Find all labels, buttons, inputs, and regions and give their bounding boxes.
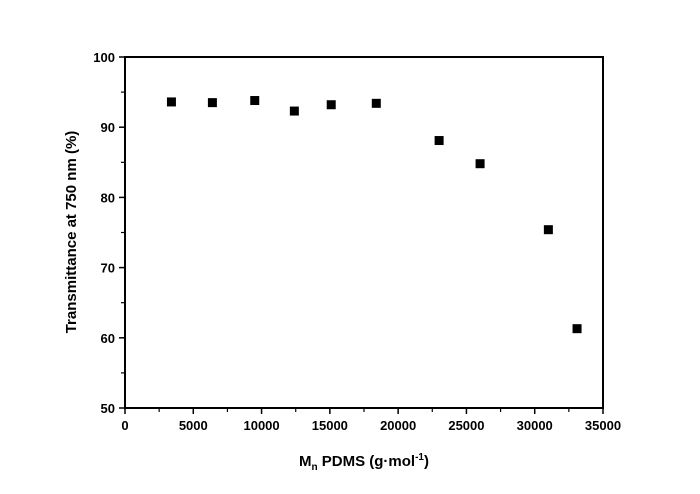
x-label-main: M [299, 453, 312, 470]
x-tick-label: 0 [121, 418, 128, 433]
data-point [434, 136, 444, 146]
x-tick-label: 15000 [312, 418, 348, 433]
x-label-end: ) [424, 453, 429, 470]
data-point [572, 324, 582, 334]
x-tick-label: 30000 [517, 418, 553, 433]
data-point [250, 96, 260, 106]
x-axis-label: Mn PDMS (g·mol-1) [299, 452, 429, 473]
y-tick-label: 70 [101, 261, 115, 276]
x-tick-label: 35000 [585, 418, 621, 433]
x-tick-label: 20000 [380, 418, 416, 433]
x-tick-label: 25000 [448, 418, 484, 433]
data-point [166, 97, 176, 107]
plot-frame [124, 56, 604, 409]
data-point [371, 98, 381, 108]
y-tick-label: 90 [101, 120, 115, 135]
y-tick-label: 80 [101, 190, 115, 205]
data-point [326, 100, 336, 110]
y-tick-label: 50 [101, 401, 115, 416]
x-label-sup: -1 [415, 452, 424, 463]
data-point [289, 106, 299, 116]
x-tick-label: 5000 [179, 418, 208, 433]
x-label-rest: PDMS (g·mol [318, 453, 416, 470]
x-tick-label: 10000 [243, 418, 279, 433]
data-points [166, 96, 582, 334]
data-point [475, 159, 485, 169]
data-point [543, 225, 553, 235]
x-label-sub: n [311, 462, 317, 473]
y-tick-label: 100 [93, 50, 115, 65]
data-point [207, 98, 217, 108]
y-axis-label: Transmittance at 750 nm (%) [63, 131, 80, 334]
y-tick-label: 60 [101, 331, 115, 346]
axes: 0 5000 10000 15000 20000 25000 30000 35000 50 60 7… [93, 50, 621, 433]
